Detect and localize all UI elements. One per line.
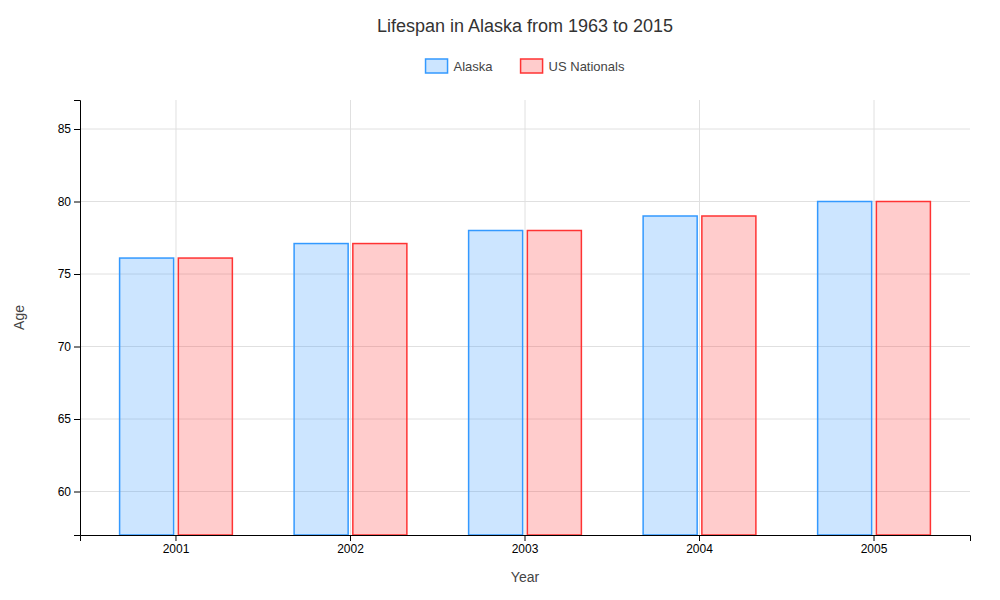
y-tick: 85	[58, 122, 80, 136]
y-tick-mark	[74, 419, 80, 420]
x-tick: 2002	[337, 535, 364, 556]
y-axis-line	[74, 101, 81, 536]
grid	[80, 100, 970, 535]
grid-line-x	[175, 100, 176, 535]
bar	[469, 231, 523, 536]
bar	[178, 258, 232, 535]
bar	[818, 202, 872, 536]
y-tick-mark	[74, 492, 80, 493]
x-tick-mark	[874, 535, 875, 541]
x-axis-title: Year	[511, 569, 540, 585]
grid-line-x	[699, 100, 700, 535]
y-tick-mark	[74, 202, 80, 203]
legend-label: US Nationals	[549, 59, 625, 74]
y-tick-label: 70	[58, 340, 72, 354]
y-tick: 60	[58, 485, 80, 499]
y-axis: 60 65 70 75 80 85	[58, 101, 81, 536]
x-tick-label: 2003	[512, 542, 539, 556]
x-axis: 2001 2002 2003 2004 2005	[81, 535, 971, 556]
title: Lifespan in Alaska from 1963 to 2015	[377, 16, 673, 36]
x-tick: 2003	[512, 535, 539, 556]
y-tick: 65	[58, 412, 80, 426]
grid-line-x	[525, 100, 526, 535]
x-tick: 2001	[163, 535, 190, 556]
y-tick-label: 85	[58, 122, 72, 136]
y-tick: 70	[58, 340, 80, 354]
chart: 2001 2002 2003 2004 2005 60 65 70 75 80 85 Lifespan…	[0, 0, 1000, 600]
bar	[527, 231, 581, 536]
x-tick-mark	[350, 535, 351, 541]
x-tick-mark	[525, 535, 526, 541]
y-axis-title: Age	[11, 305, 27, 330]
y-tick-label: 75	[58, 267, 72, 281]
bar	[643, 216, 697, 535]
bar	[702, 216, 756, 535]
y-tick-label: 65	[58, 412, 72, 426]
x-tick-label: 2002	[337, 542, 364, 556]
x-tick-label: 2001	[163, 542, 190, 556]
legend-swatch	[521, 59, 543, 73]
y-tick: 75	[58, 267, 80, 281]
legend-label: Alaska	[454, 59, 494, 74]
x-tick-mark	[175, 535, 176, 541]
y-tick-label: 80	[58, 195, 72, 209]
y-tick: 80	[58, 195, 80, 209]
y-tick-mark	[74, 274, 80, 275]
x-tick: 2004	[686, 535, 713, 556]
x-tick-mark	[699, 535, 700, 541]
grid-line-x	[874, 100, 875, 535]
grid-line-x	[350, 100, 351, 535]
x-tick: 2005	[861, 535, 888, 556]
legend: Alaska US Nationals	[426, 59, 625, 74]
x-tick-label: 2004	[686, 542, 713, 556]
bar	[353, 244, 407, 535]
legend-swatch	[426, 59, 448, 73]
legend-item: Alaska	[426, 59, 494, 74]
bar	[294, 244, 348, 535]
bar	[876, 202, 930, 536]
y-tick-label: 60	[58, 485, 72, 499]
x-tick-label: 2005	[861, 542, 888, 556]
x-axis-line	[81, 536, 971, 542]
bars	[120, 202, 931, 536]
y-tick-mark	[74, 129, 80, 130]
bar	[120, 258, 174, 535]
legend-item: US Nationals	[521, 59, 625, 74]
y-tick-mark	[74, 347, 80, 348]
